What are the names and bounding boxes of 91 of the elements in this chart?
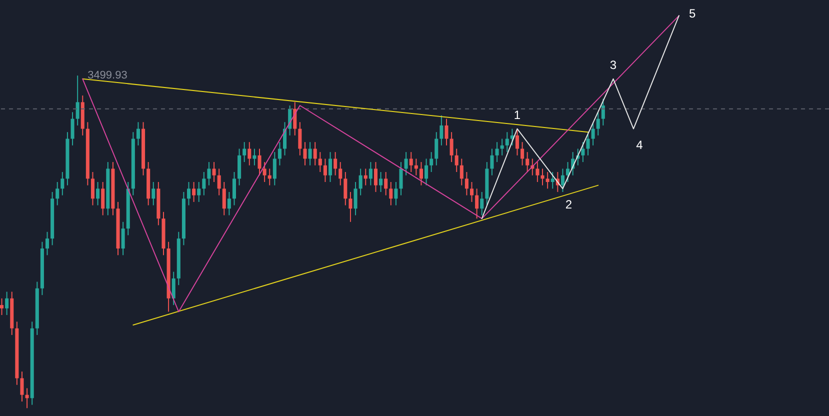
candlestick	[601, 98, 605, 126]
candlestick	[430, 152, 434, 173]
candlestick	[490, 148, 494, 176]
candlestick	[56, 181, 60, 206]
candlestick	[101, 181, 105, 216]
candlestick	[232, 172, 236, 206]
candlestick	[172, 271, 176, 306]
candlestick	[358, 168, 362, 196]
candlestick	[222, 181, 226, 216]
candlestick	[5, 291, 9, 316]
candlestick	[550, 172, 554, 190]
candlestick	[152, 181, 156, 206]
text: 5	[688, 6, 696, 21]
candlestick	[536, 162, 540, 182]
candlestick	[389, 181, 393, 206]
candlestick	[591, 122, 595, 146]
candlestick	[480, 191, 484, 216]
candlestick	[136, 122, 140, 146]
candlestick	[348, 191, 352, 222]
candlestick	[308, 142, 312, 166]
candlestick	[192, 181, 196, 202]
candlestick	[278, 142, 282, 166]
text: 3	[610, 58, 617, 72]
candlestick	[368, 162, 372, 186]
candlestick	[121, 221, 125, 256]
candlestick	[238, 148, 242, 186]
candlestick	[464, 172, 468, 196]
candlestick	[434, 132, 438, 166]
candlestick	[248, 142, 252, 166]
candlestick	[303, 142, 307, 166]
candlestick	[60, 172, 64, 196]
candlestick	[202, 172, 206, 196]
candlestick	[546, 172, 550, 190]
candlestick	[409, 152, 413, 173]
candlestick	[197, 181, 201, 202]
candlestick	[515, 128, 520, 156]
candlestick	[344, 172, 348, 206]
candlestick	[419, 162, 423, 186]
candlestick	[526, 152, 530, 173]
candlestick	[45, 231, 50, 256]
candlestick	[394, 181, 398, 206]
candlestick	[212, 162, 216, 182]
candlestick	[566, 162, 570, 182]
candlestick	[495, 142, 499, 163]
candlestick	[293, 102, 297, 136]
candlestick	[70, 112, 74, 146]
candlestick	[586, 132, 590, 156]
candlestick	[540, 168, 544, 186]
candlestick	[581, 142, 585, 163]
candlestick	[217, 168, 221, 196]
candlestick	[354, 181, 358, 216]
annotation: 3499.93	[88, 70, 128, 82]
candlestick	[424, 158, 428, 186]
candlestick	[399, 162, 403, 196]
candlestick	[444, 118, 448, 146]
candlestick	[379, 172, 383, 192]
candlestick	[96, 181, 100, 206]
candlestick	[76, 75, 80, 126]
candlestick	[374, 162, 378, 192]
candlestick	[384, 172, 388, 196]
candlestick	[207, 162, 211, 186]
candlestick	[313, 142, 317, 166]
candlestick	[258, 148, 262, 176]
candlestick	[460, 158, 464, 186]
candlestick	[450, 132, 454, 163]
candlestick	[0, 298, 4, 316]
candlestick	[90, 172, 95, 206]
candlestick	[262, 162, 266, 182]
candlestick	[520, 142, 524, 166]
annotation: 4	[636, 138, 644, 152]
candlestick	[318, 152, 322, 173]
candlestick	[328, 152, 332, 182]
candlestick	[560, 168, 564, 192]
candlestick	[338, 162, 342, 186]
candlestick	[404, 152, 408, 176]
candlestick	[454, 148, 458, 173]
candlestick	[323, 158, 327, 182]
candlestick	[298, 122, 302, 156]
candlestick	[440, 114, 444, 146]
candlestick	[596, 112, 600, 136]
candlestick	[186, 181, 191, 206]
candlestick	[242, 142, 246, 163]
annotation: 2	[565, 198, 572, 212]
candlestick	[475, 188, 479, 220]
candlestick	[272, 152, 276, 186]
annotation: 1	[514, 108, 521, 122]
candlestick	[227, 191, 231, 216]
candlestick	[20, 371, 24, 402]
candlestick	[505, 132, 509, 153]
candlestick	[470, 181, 474, 202]
candlestick	[334, 152, 338, 176]
